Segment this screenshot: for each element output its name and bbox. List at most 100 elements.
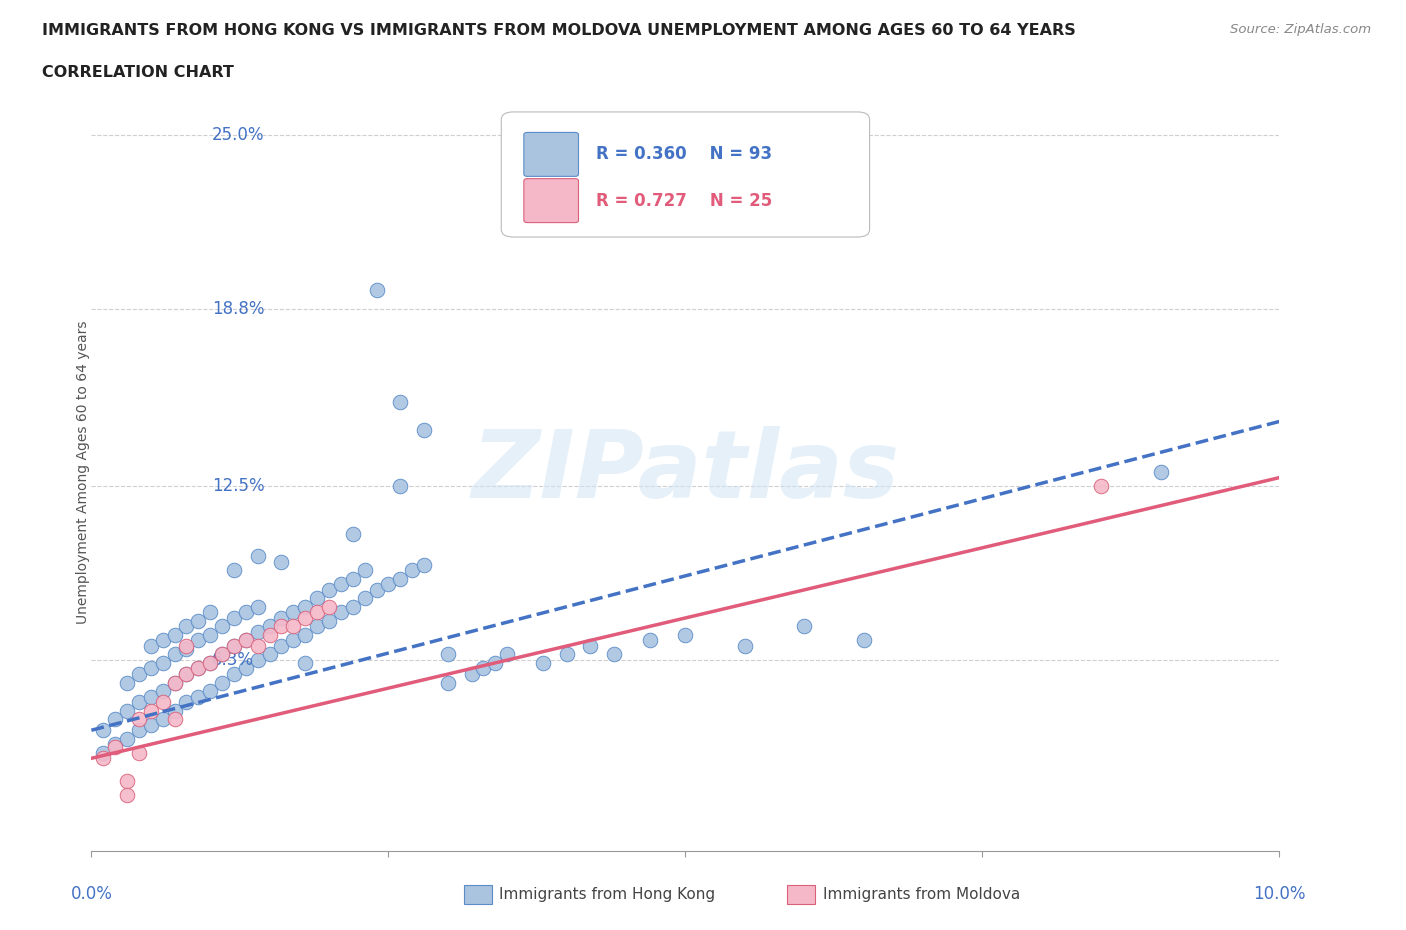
Point bbox=[342, 571, 364, 586]
Text: Immigrants from Hong Kong: Immigrants from Hong Kong bbox=[499, 887, 716, 902]
Point bbox=[139, 717, 162, 732]
Point bbox=[793, 619, 815, 634]
Point bbox=[366, 582, 388, 597]
Point bbox=[91, 751, 114, 765]
Point bbox=[366, 282, 388, 297]
Point bbox=[163, 711, 186, 726]
Point bbox=[211, 675, 233, 690]
Point bbox=[484, 656, 506, 671]
Point bbox=[176, 667, 198, 682]
Point bbox=[401, 563, 423, 578]
Point bbox=[163, 703, 186, 718]
Point bbox=[152, 633, 174, 648]
Text: 12.5%: 12.5% bbox=[212, 477, 264, 495]
Point bbox=[318, 613, 340, 628]
FancyBboxPatch shape bbox=[524, 179, 578, 222]
Point bbox=[128, 667, 150, 682]
Point bbox=[353, 563, 375, 578]
Point bbox=[1149, 465, 1171, 480]
Point bbox=[235, 633, 257, 648]
Point bbox=[342, 599, 364, 614]
Point bbox=[128, 711, 150, 726]
Point bbox=[152, 684, 174, 698]
Y-axis label: Unemployment Among Ages 60 to 64 years: Unemployment Among Ages 60 to 64 years bbox=[76, 320, 90, 624]
Point bbox=[436, 647, 458, 662]
Point bbox=[211, 647, 233, 662]
Point bbox=[152, 711, 174, 726]
Point bbox=[259, 647, 281, 662]
Point bbox=[176, 642, 198, 657]
Point bbox=[294, 610, 316, 625]
Text: Source: ZipAtlas.com: Source: ZipAtlas.com bbox=[1230, 23, 1371, 36]
Point bbox=[673, 628, 696, 643]
Point bbox=[235, 633, 257, 648]
Point bbox=[176, 619, 198, 634]
Point bbox=[638, 633, 661, 648]
Point bbox=[222, 639, 245, 654]
Point bbox=[128, 723, 150, 737]
Point bbox=[222, 563, 245, 578]
Point bbox=[270, 619, 292, 634]
Text: 0.0%: 0.0% bbox=[70, 884, 112, 903]
Point bbox=[139, 689, 162, 704]
Text: 6.3%: 6.3% bbox=[212, 651, 254, 669]
Point bbox=[163, 675, 186, 690]
Point bbox=[353, 591, 375, 605]
Point bbox=[152, 656, 174, 671]
Text: 25.0%: 25.0% bbox=[212, 126, 264, 144]
Point bbox=[377, 577, 399, 591]
Point bbox=[200, 604, 222, 619]
Point bbox=[579, 639, 602, 654]
Point bbox=[163, 628, 186, 643]
Point bbox=[176, 667, 198, 682]
Point bbox=[139, 703, 162, 718]
Point bbox=[342, 526, 364, 541]
Point bbox=[91, 745, 114, 760]
Point bbox=[139, 639, 162, 654]
Point bbox=[200, 684, 222, 698]
Point bbox=[104, 739, 127, 754]
Point bbox=[283, 604, 305, 619]
Point bbox=[294, 628, 316, 643]
FancyBboxPatch shape bbox=[524, 132, 578, 177]
Point bbox=[270, 639, 292, 654]
Point bbox=[460, 667, 482, 682]
Point bbox=[163, 675, 186, 690]
Point bbox=[200, 656, 222, 671]
Point bbox=[307, 591, 329, 605]
Text: Immigrants from Moldova: Immigrants from Moldova bbox=[823, 887, 1019, 902]
Point bbox=[307, 619, 329, 634]
Point bbox=[246, 625, 269, 640]
Point bbox=[413, 557, 436, 572]
Point bbox=[389, 571, 412, 586]
Point bbox=[307, 604, 329, 619]
Point bbox=[259, 619, 281, 634]
Text: 18.8%: 18.8% bbox=[212, 300, 264, 318]
Point bbox=[187, 613, 209, 628]
Point bbox=[222, 610, 245, 625]
Point bbox=[222, 639, 245, 654]
Point bbox=[283, 619, 305, 634]
Point bbox=[246, 599, 269, 614]
Point bbox=[531, 656, 554, 671]
Point bbox=[128, 695, 150, 710]
Text: 10.0%: 10.0% bbox=[1253, 884, 1306, 903]
Point bbox=[222, 667, 245, 682]
Point bbox=[436, 675, 458, 690]
Point bbox=[187, 689, 209, 704]
Point bbox=[329, 577, 352, 591]
Point bbox=[115, 731, 138, 746]
Point bbox=[104, 711, 127, 726]
Point bbox=[104, 737, 127, 751]
Text: R = 0.727    N = 25: R = 0.727 N = 25 bbox=[596, 192, 772, 209]
Point bbox=[211, 619, 233, 634]
Point bbox=[200, 656, 222, 671]
Text: IMMIGRANTS FROM HONG KONG VS IMMIGRANTS FROM MOLDOVA UNEMPLOYMENT AMONG AGES 60 : IMMIGRANTS FROM HONG KONG VS IMMIGRANTS … bbox=[42, 23, 1076, 38]
Point bbox=[294, 656, 316, 671]
Point bbox=[318, 582, 340, 597]
Point bbox=[734, 639, 756, 654]
Point bbox=[294, 599, 316, 614]
Point bbox=[235, 604, 257, 619]
Point bbox=[115, 788, 138, 803]
Text: R = 0.360    N = 93: R = 0.360 N = 93 bbox=[596, 145, 772, 164]
